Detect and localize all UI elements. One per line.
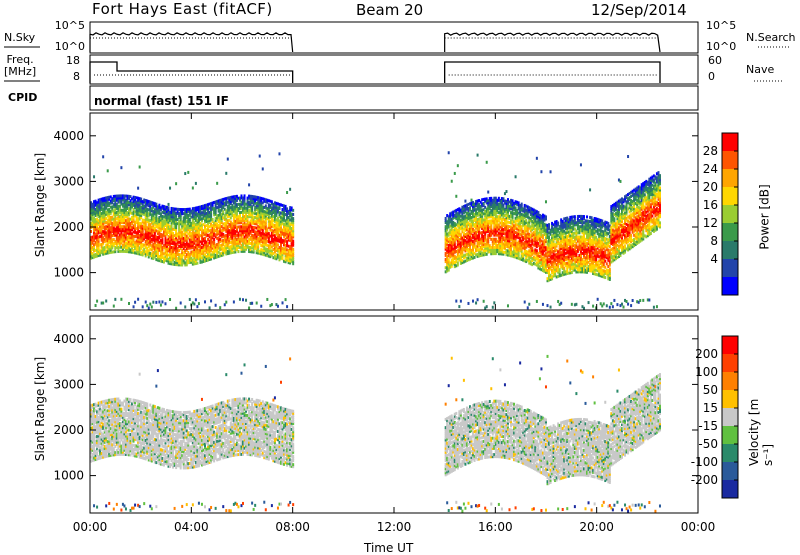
power-ytick-label: 2000 (53, 220, 84, 234)
velocity-colorbar-cell (722, 372, 738, 391)
freq-panel-frame (90, 55, 698, 84)
nave-label: Nave (746, 63, 774, 76)
power-colorbar-tick-label: 24 (703, 162, 718, 176)
freq-trace (90, 62, 293, 83)
velocity-colorbar-tick-label: -15 (698, 419, 718, 433)
velocity-colorbar-cell (722, 480, 738, 499)
nsky-label: N.Sky (4, 31, 35, 44)
velocity-colorbar-tick-label: -100 (691, 455, 718, 469)
velocity-colorbar-tick-label: 50 (703, 383, 718, 397)
velocity-ytick-label: 1000 (53, 469, 84, 483)
freq-label: Freq. [MHz] (4, 54, 36, 78)
velocity-colorbar-tick-label: -50 (698, 437, 718, 451)
velocity-colorbar-cell (722, 444, 738, 463)
freq-label-line2: [MHz] (4, 66, 36, 78)
velocity-ytick-label: 2000 (53, 423, 84, 437)
freq-trace (445, 62, 660, 83)
time-tick-label: 00:00 (681, 520, 716, 534)
power-ytick-label: 3000 (53, 174, 84, 188)
power-colorbar-label: Power [dB] (758, 184, 772, 249)
power-colorbar-tick-label: 8 (710, 234, 718, 248)
velocity-colorbar-cell (722, 336, 738, 355)
velocity-colorbar-tick-label: -200 (691, 473, 718, 487)
velocity-ytick-label: 3000 (53, 377, 84, 391)
velocity-ytick-label: 4000 (53, 332, 84, 346)
date-title: 12/Sep/2014 (591, 1, 687, 19)
cpid-mode-text: normal (fast) 151 IF (94, 94, 229, 108)
nsky-trace (445, 33, 660, 52)
nsky-trace (90, 33, 293, 52)
power-colorbar-cell (722, 187, 738, 206)
power-colorbar-cell (722, 223, 738, 242)
velocity-colorbar-cell (722, 462, 738, 481)
beam-title: Beam 20 (356, 1, 423, 19)
velocity-colorbar-label: Velocity [m s⁻¹] (747, 388, 775, 466)
time-tick-label: 12:00 (377, 520, 412, 534)
time-tick-label: 08:00 (275, 520, 310, 534)
noise-tick-right-bottom: 10^0 (706, 40, 736, 53)
velocity-colorbar-tick-label: 15 (703, 401, 718, 415)
noise-tick-left-bottom: 10^0 (55, 40, 85, 53)
power-ytick-label: 1000 (53, 266, 84, 280)
noise-tick-left-top: 10^5 (55, 19, 85, 32)
power-colorbar-cell (722, 241, 738, 260)
power-ylabel: Slant Range [km] (33, 153, 47, 257)
power-colorbar-cell (722, 259, 738, 278)
station-title: Fort Hays East (fitACF) (92, 0, 273, 18)
power-colorbar-cell (722, 151, 738, 170)
power-colorbar-cell (722, 169, 738, 188)
time-axis-label: Time UT (364, 541, 413, 555)
velocity-colorbar-tick-label: 200 (695, 347, 718, 361)
noise-tick-right-top: 10^5 (706, 19, 736, 32)
power-colorbar-tick-label: 4 (710, 252, 718, 266)
power-colorbar-tick-label: 28 (703, 144, 718, 158)
velocity-colorbar-cell (722, 354, 738, 373)
power-ytick-label: 4000 (53, 129, 84, 143)
power-colorbar-cell (722, 205, 738, 224)
time-tick-label: 20:00 (579, 520, 614, 534)
nave-tick-right-top: 60 (708, 54, 722, 67)
power-colorbar-tick-label: 20 (703, 180, 718, 194)
power-colorbar-cell (722, 277, 738, 296)
power-colorbar-cell (722, 133, 738, 152)
time-tick-label: 00:00 (73, 520, 108, 534)
nave-tick-right-bottom: 0 (708, 70, 715, 83)
freq-tick-left-bottom: 8 (73, 70, 80, 83)
velocity-colorbar-cell (722, 408, 738, 427)
velocity-colorbar-cell (722, 390, 738, 409)
nsearch-label: N.Search (746, 31, 796, 44)
power-colorbar-tick-label: 12 (703, 216, 718, 230)
velocity-ylabel: Slant Range [km] (33, 357, 47, 461)
power-colorbar-tick-label: 16 (703, 198, 718, 212)
cpid-label: CPID (8, 91, 37, 104)
time-tick-label: 04:00 (174, 520, 209, 534)
velocity-colorbar-tick-label: 100 (695, 365, 718, 379)
velocity-colorbar-cell (722, 426, 738, 445)
freq-tick-left-top: 18 (66, 54, 80, 67)
time-tick-label: 16:00 (478, 520, 513, 534)
